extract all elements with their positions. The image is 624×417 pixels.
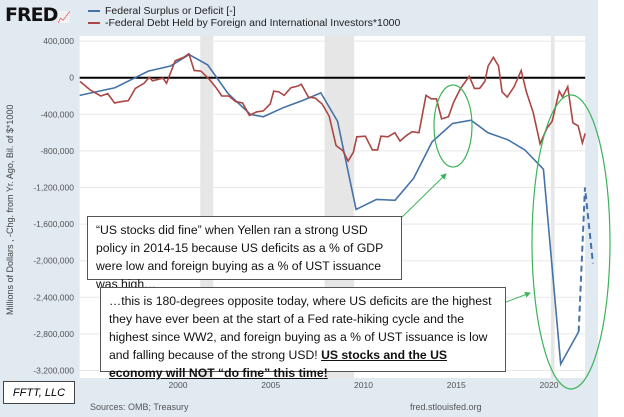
projection-dashed-line bbox=[577, 187, 594, 332]
y-tick-label: 0 bbox=[69, 73, 74, 83]
arrow-to-2014 bbox=[396, 173, 447, 223]
x-tick-label: 2010 bbox=[354, 380, 373, 390]
legend-item-deficit: Federal Surplus or Deficit [-] bbox=[88, 5, 400, 17]
y-tick-label: -2,000,000 bbox=[33, 256, 74, 266]
x-tick-label: 2015 bbox=[447, 380, 466, 390]
legend-swatch bbox=[88, 10, 100, 12]
x-tick-label: 2000 bbox=[169, 380, 188, 390]
foreign-debt-line bbox=[79, 52, 586, 163]
x-tick-label: 2005 bbox=[261, 380, 280, 390]
fred-site-link[interactable]: fred.stlouisfed.org bbox=[410, 402, 482, 412]
sources-text: Sources: OMB; Treasury bbox=[90, 402, 189, 412]
legend-swatch bbox=[88, 22, 100, 24]
recession-bar bbox=[550, 36, 555, 378]
annotation-box-today: …this is 180-degrees opposite today, whe… bbox=[100, 287, 506, 380]
deficit-line bbox=[79, 53, 580, 367]
highlight-ellipse-2020 bbox=[531, 94, 611, 390]
annotation-box-2014: “US stocks did fine” when Yellen ran a s… bbox=[87, 216, 402, 291]
fred-logo: FRED📈 bbox=[5, 4, 71, 26]
y-tick-label: -3,200,000 bbox=[33, 366, 74, 376]
arrow-to-2020 bbox=[505, 291, 531, 303]
y-tick-label: -800,000 bbox=[40, 146, 74, 156]
y-tick-label: -400,000 bbox=[40, 109, 74, 119]
y-tick-label: 400,000 bbox=[43, 36, 74, 46]
x-tick-label: 2020 bbox=[540, 380, 559, 390]
y-tick-label: -1,600,000 bbox=[33, 219, 74, 229]
credit-box: FFTT, LLC bbox=[3, 381, 75, 404]
highlight-ellipse-2014 bbox=[433, 84, 473, 168]
chart-logo-icon: 📈 bbox=[57, 11, 71, 24]
y-tick-label: -2,800,000 bbox=[33, 329, 74, 339]
legend-item-foreign-debt: -Federal Debt Held by Foreign and Intern… bbox=[88, 17, 400, 29]
y-tick-label: -1,200,000 bbox=[33, 183, 74, 193]
y-tick-label: -2,400,000 bbox=[33, 292, 74, 302]
legend: Federal Surplus or Deficit [-] -Federal … bbox=[88, 5, 400, 29]
